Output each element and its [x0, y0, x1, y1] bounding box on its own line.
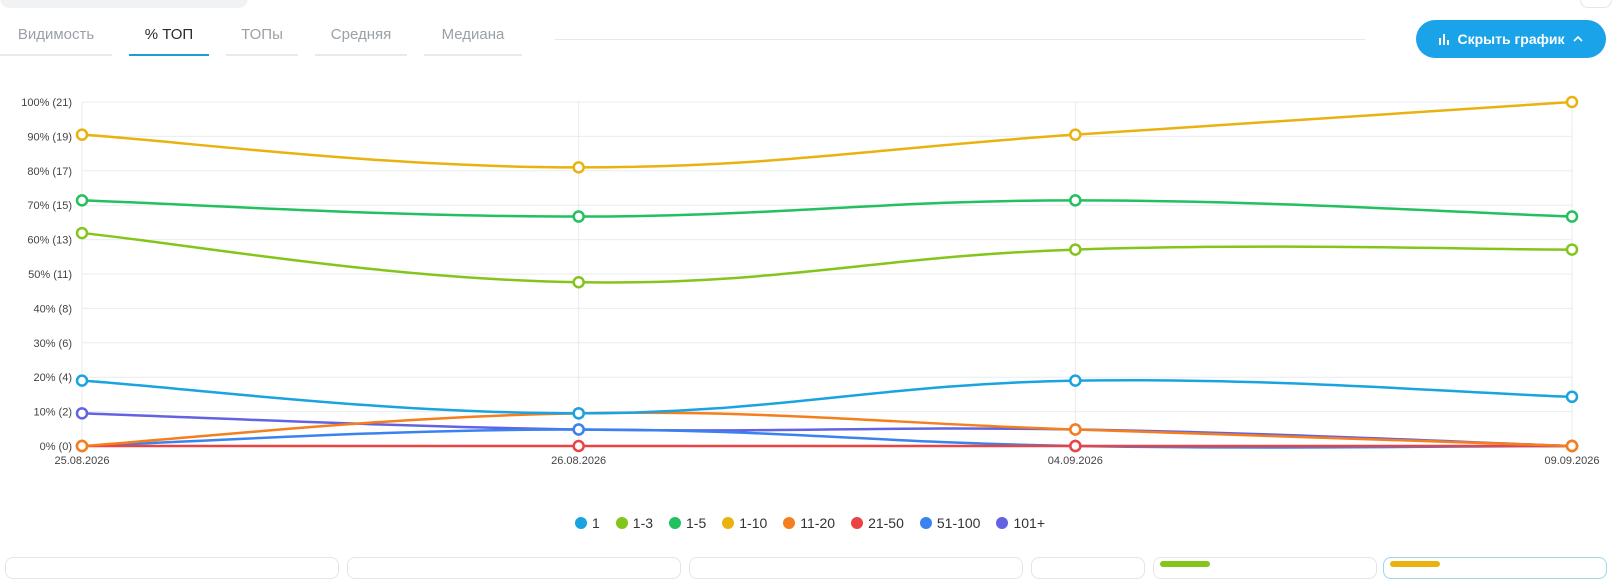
legend-dot	[615, 517, 628, 529]
hide-chart-label: Скрыть график	[1457, 31, 1565, 47]
data-point-1-3[interactable]	[572, 276, 585, 289]
legend-label: 21-50	[868, 515, 904, 531]
data-point-1[interactable]	[1069, 374, 1082, 387]
card-accent-bar	[1390, 561, 1440, 567]
data-point-11-20[interactable]	[1565, 439, 1579, 453]
legend-item-11-20[interactable]: 11-20	[783, 515, 835, 531]
data-point-21-50[interactable]	[1069, 439, 1082, 453]
data-point-1-5[interactable]	[1565, 210, 1579, 223]
legend-label: 51-100	[936, 515, 981, 531]
legend-item-101+[interactable]: 101+	[996, 515, 1045, 531]
hide-chart-button[interactable]: Скрыть график	[1416, 20, 1606, 58]
x-tick-label: 04.09.2026	[1048, 455, 1103, 467]
legend-item-1-3[interactable]: 1-3	[615, 515, 654, 531]
series-line-1	[80, 378, 1574, 415]
legend-label: 1-10	[739, 515, 768, 531]
y-tick-label: 40% (8)	[33, 303, 72, 315]
data-point-21-50[interactable]	[572, 439, 585, 453]
summary-card[interactable]	[1031, 557, 1145, 579]
legend-dot	[722, 517, 735, 529]
top-right-control[interactable]	[1580, 0, 1612, 8]
y-tick-label: 20% (4)	[33, 372, 72, 384]
legend-label: 101+	[1013, 515, 1046, 531]
chart-legend: 1 1-3 1-5 1-10 11-20 21-50 51-100 101+	[0, 515, 1620, 531]
legend-dot	[996, 517, 1009, 529]
x-tick-label: 26.08.2026	[551, 455, 606, 467]
legend-item-21-50[interactable]: 21-50	[851, 515, 904, 531]
summary-card[interactable]	[1383, 557, 1607, 579]
data-point-51-100[interactable]	[572, 423, 585, 436]
top-search-pill	[0, 0, 248, 8]
summary-card[interactable]	[347, 557, 681, 579]
data-point-1-10[interactable]	[1069, 128, 1082, 141]
series-line-11-20	[80, 411, 1574, 448]
data-point-1-10[interactable]	[572, 161, 585, 174]
summary-cards-row	[0, 557, 1620, 579]
data-point-101+[interactable]	[75, 407, 89, 420]
chevron-up-icon	[1572, 33, 1584, 45]
data-point-11-20[interactable]	[1069, 423, 1082, 436]
data-point-1-10[interactable]	[75, 128, 89, 141]
summary-card[interactable]	[1153, 557, 1377, 579]
y-tick-label: 30% (6)	[33, 338, 72, 350]
summary-card[interactable]	[5, 557, 339, 579]
x-tick-label: 09.09.2026	[1544, 455, 1599, 467]
data-point-1-3[interactable]	[1565, 243, 1579, 256]
y-tick-label: 80% (17)	[27, 166, 72, 178]
y-tick-label: 60% (13)	[27, 235, 72, 247]
data-point-1-5[interactable]	[1069, 194, 1082, 207]
legend-dot	[574, 517, 587, 529]
legend-item-1-10[interactable]: 1-10	[722, 515, 767, 531]
legend-item-1-5[interactable]: 1-5	[669, 515, 706, 531]
tab-median[interactable]: Медиана	[424, 18, 522, 56]
tab-top-percent[interactable]: % ТОП	[129, 18, 209, 56]
legend-item-1[interactable]: 1	[574, 515, 600, 531]
data-point-1-10[interactable]	[1565, 95, 1579, 109]
legend-label: 11-20	[800, 515, 836, 531]
data-point-1-5[interactable]	[572, 210, 585, 223]
legend-item-51-100[interactable]: 51-100	[919, 515, 981, 531]
legend-label: 1-3	[632, 515, 654, 531]
series-line-1-3	[80, 231, 1574, 284]
summary-card[interactable]	[689, 557, 1023, 579]
legend-dot	[783, 517, 796, 529]
y-tick-label: 70% (15)	[27, 200, 72, 212]
data-point-1-3[interactable]	[1069, 243, 1082, 256]
tab-average[interactable]: Средняя	[315, 18, 407, 56]
legend-dot	[919, 517, 932, 529]
top-percent-chart: 0% (0) 10% (2) 20% (4) 30% (6) 40% (8) 50% (1…	[21, 95, 1600, 467]
series-line-1-5	[80, 199, 1574, 218]
tabs-divider	[555, 39, 1365, 40]
card-accent-bar	[1160, 561, 1210, 567]
data-point-1[interactable]	[572, 407, 585, 420]
legend-label: 1	[591, 515, 600, 531]
data-point-1-5[interactable]	[75, 194, 89, 207]
x-tick-label: 25.08.2026	[54, 455, 109, 467]
data-point-1[interactable]	[75, 374, 89, 387]
y-tick-label: 50% (11)	[28, 269, 72, 281]
bar-chart-icon	[1438, 33, 1450, 45]
data-point-11-20[interactable]	[75, 439, 89, 453]
legend-label: 1-5	[686, 515, 707, 531]
tab-tops[interactable]: ТОПы	[226, 18, 298, 56]
y-tick-label: 90% (19)	[27, 131, 72, 143]
tab-visibility[interactable]: Видимость	[0, 18, 112, 56]
y-tick-label: 100% (21)	[21, 97, 72, 109]
series-line-1-10	[80, 100, 1574, 169]
legend-dot	[851, 517, 864, 529]
legend-dot	[669, 517, 682, 529]
y-tick-label: 0% (0)	[40, 441, 72, 453]
data-point-1-3[interactable]	[75, 226, 89, 240]
metric-tabs: Видимость % ТОП ТОПы Средняя Медиана	[0, 18, 539, 56]
y-tick-label: 10% (2)	[33, 407, 72, 419]
data-point-1[interactable]	[1565, 390, 1579, 404]
